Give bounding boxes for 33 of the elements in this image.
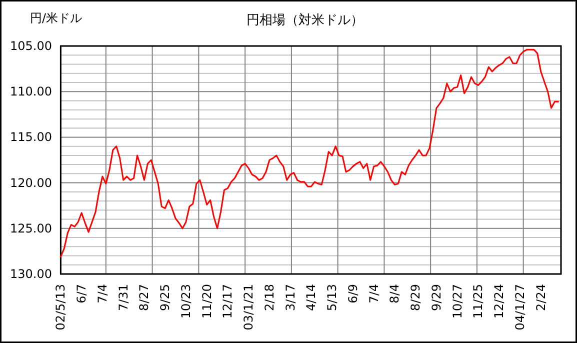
line-series <box>60 48 559 258</box>
chart-title: 円相場（対米ドル） <box>246 12 364 28</box>
x-tick-label: 3/17 <box>283 284 298 311</box>
x-tick-label: 6/7 <box>74 284 89 304</box>
y-tick-label: 120.00 <box>10 176 52 190</box>
x-tick-label: 12/24 <box>492 284 506 319</box>
x-tick-label: 5/13 <box>325 284 340 311</box>
x-tick-label: 2/18 <box>262 284 276 311</box>
x-tick-label: 9/25 <box>158 284 172 311</box>
x-tick-label: 04/1/27 <box>512 284 527 330</box>
y-tick-label: 125.00 <box>10 221 52 236</box>
y-axis-title: 円/米ドル <box>30 11 82 25</box>
x-tick-label: 8/4 <box>388 284 402 304</box>
x-tick-label: 8/27 <box>137 284 152 311</box>
y-tick-label: 110.00 <box>10 84 52 99</box>
x-tick-label: 11/25 <box>471 284 486 319</box>
x-tick-label: 12/17 <box>220 284 235 319</box>
x-tick-label: 9/29 <box>429 284 444 311</box>
x-tick-label: 8/29 <box>408 284 423 311</box>
x-tick-label: 02/5/13 <box>54 284 68 330</box>
x-tick-label: 7/4 <box>95 284 110 304</box>
x-tick-label: 11/20 <box>200 284 214 319</box>
x-tick-label: 03/1/21 <box>242 284 256 330</box>
y-tick-label: 105.00 <box>10 39 52 53</box>
x-tick-label: 4/14 <box>304 284 318 311</box>
y-tick-label: 130.00 <box>10 267 52 281</box>
x-tick-label: 2/24 <box>534 284 548 311</box>
y-tick-label: 115.00 <box>10 130 52 144</box>
x-tick-label: 7/4 <box>366 284 381 304</box>
x-tick-label: 6/9 <box>346 284 360 304</box>
x-tick-label: 7/31 <box>116 284 130 311</box>
x-tick-label: 10/27 <box>450 284 464 319</box>
x-tick-label: 10/23 <box>178 284 193 319</box>
